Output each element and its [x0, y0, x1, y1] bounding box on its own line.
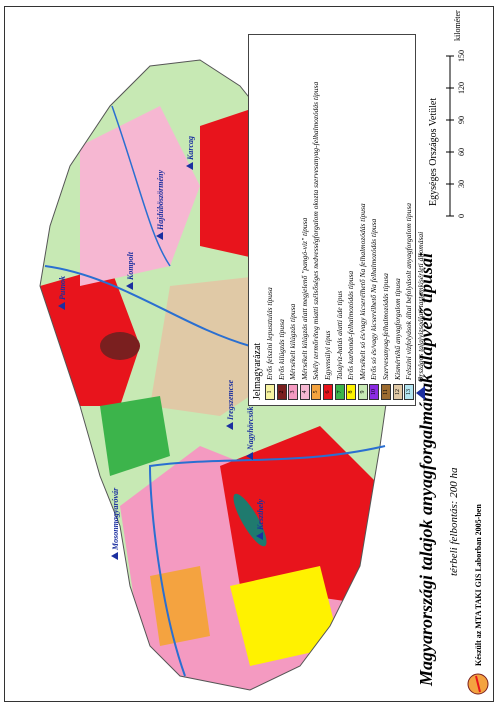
legend-label: Erős felszíni lepusztulás típusa — [265, 287, 274, 380]
station-marker — [126, 282, 133, 290]
legend-swatch: 10 — [369, 384, 380, 400]
city-label: Nagyhörcsök — [246, 406, 255, 451]
city-label: Mosonmagyaróvár — [111, 487, 120, 551]
station-marker — [256, 532, 263, 540]
legend-swatch: 3 — [288, 384, 299, 400]
legend-label: Erős karbonát-felhalmozódás típusa — [346, 270, 356, 380]
legend-row: 1 Erős felszíni lepusztulás típusa — [265, 40, 275, 400]
station-marker — [246, 452, 253, 460]
legend-label: Erős só és/vagy kicserélhető Na felhalmo… — [369, 218, 379, 380]
city-label: Hajdúböszörmény — [156, 170, 165, 231]
logo — [467, 673, 489, 695]
station-marker — [111, 552, 118, 560]
legend-row: 4 Mérsékelt kilúgzás alatt megjelenő "pan… — [299, 40, 310, 400]
legend-row: 8 Erős karbonát-felhalmozódás típusa — [346, 40, 357, 400]
scale-label: 120 — [457, 82, 466, 94]
legend-label: Kismértékű anyagforgalom típusa — [392, 278, 402, 380]
scale-unit: kilométer — [453, 10, 462, 41]
legend-swatch: 8 — [346, 384, 357, 400]
legend-row: 9 Mérsékelt só és/vagy kicserélhető Na fe… — [357, 40, 368, 400]
legend-row: 10 Erős só és/vagy kicserélhető Na felhal… — [369, 40, 380, 400]
legend-label: Erős kilúgzás típusa — [276, 319, 286, 380]
legend-label: Talajvíz-hatás alatti üde típus — [334, 290, 344, 380]
legend-row: 12 Kismértékű anyagforgalom típusa — [392, 40, 403, 400]
legend-swatch: 5 — [311, 384, 322, 400]
city-label: Karcag — [186, 136, 195, 161]
legend-swatch: 2 — [276, 384, 287, 400]
legend-label: Mérsékelt só és/vagy kicserélhető Na fel… — [357, 203, 367, 380]
legend-title: Jelmagyarázat — [252, 342, 263, 400]
credit: Készült az MTA TAKI GIS Laborban 2005-be… — [474, 504, 483, 666]
projection: Egységes Országos Vetület — [428, 97, 439, 206]
city-label: Iregszemcse — [226, 380, 235, 421]
city-label: Putnok — [58, 276, 67, 300]
subtitle: térbeli felbontás: 200 ha — [448, 467, 460, 576]
scale-label: 30 — [457, 180, 466, 188]
legend-swatch: 11 — [380, 384, 391, 400]
station-note: Országos talajvizsgálati tartamkísérleti… — [415, 231, 425, 382]
station-marker — [226, 422, 233, 430]
legend-row: 7 Talajvíz-hatás alatti üde típus — [334, 40, 345, 400]
legend-label: Egyensúlyi típus — [322, 330, 332, 380]
legend-row: 11 Szervesanyag-felhalmozódás típusa — [380, 40, 391, 400]
legend-label: Felszíni vízfolyások által befolyásolt a… — [404, 202, 414, 380]
legend-row: 3 Mérsékelt kilúgzás típusa — [288, 40, 299, 400]
legend-label: Mérsékelt kilúgzás típusa — [288, 303, 298, 380]
scale-label: 90 — [457, 116, 466, 124]
legend: Jelmagyarázat 1 Erős felszíni lepusztulás… — [248, 34, 425, 406]
station-marker — [58, 302, 65, 310]
station-marker — [156, 232, 163, 240]
legend-row: 13 Felszíni vízfolyások által befolyásolt… — [404, 40, 415, 400]
legend-row: 2 Erős kilúgzás típusa — [276, 40, 287, 400]
scale-label: 150 — [457, 50, 466, 62]
legend-swatch: 7 — [334, 384, 345, 400]
legend-swatch: 13 — [404, 384, 415, 400]
scale-label: 0 — [457, 214, 466, 218]
legend-row: 6 Egyensúlyi típus — [322, 40, 333, 400]
legend-swatch: 12 — [392, 384, 403, 400]
station-marker — [186, 162, 193, 170]
legend-label: Mérsékelt kilúgzás alatt megjelenő "pang… — [299, 217, 309, 380]
legend-label: Sekély termőréteg miatti szélsőséges ned… — [311, 81, 321, 380]
legend-swatch: 6 — [322, 384, 333, 400]
legend-row: 5 Sekély termőréteg miatti szélsőséges ne… — [311, 40, 322, 400]
city-label: Keszthely — [256, 498, 265, 531]
scale-label: 60 — [457, 148, 466, 156]
station-symbol — [415, 386, 425, 400]
city-label: Kompolt — [126, 251, 135, 281]
legend-swatch: 1 — [265, 384, 275, 400]
legend-label: Szervesanyag-felhalmozódás típusa — [380, 273, 390, 380]
legend-swatch: 9 — [357, 384, 368, 400]
legend-swatch: 4 — [299, 384, 310, 400]
legend-row: Országos talajvizsgálati tartamkísérleti… — [415, 40, 425, 400]
